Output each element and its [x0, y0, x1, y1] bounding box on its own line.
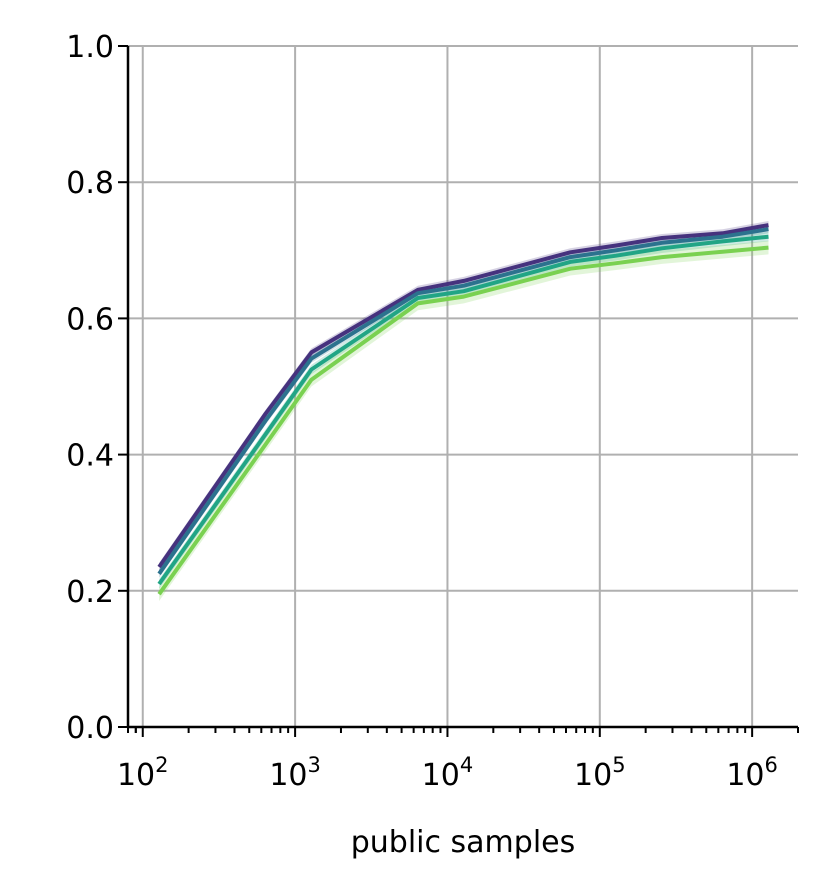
y-tick-label: 0.0: [66, 711, 114, 746]
series-2-line: [157, 227, 769, 575]
x-tick-labels: 102 103 104 105 106: [117, 753, 778, 793]
y-tick-label: 1.0: [66, 30, 114, 65]
x-axis-label: public samples: [351, 825, 576, 860]
series-1-band: [159, 221, 769, 572]
y-tick-label: 0.8: [66, 166, 114, 201]
x-tick-label: 102: [117, 753, 169, 793]
confidence-bands: [159, 221, 769, 602]
grid: [128, 45, 798, 728]
series-1-line: [157, 223, 769, 569]
y-tick-label: 0.2: [66, 575, 114, 610]
series-4-line: [157, 245, 769, 596]
series-lines: [157, 223, 769, 596]
y-tick-label: 0.6: [66, 302, 114, 337]
axes: [118, 45, 799, 737]
y-tick-label: 0.4: [66, 439, 114, 474]
y-tick-labels: 0.0 0.2 0.4 0.6 0.8 1.0: [66, 30, 114, 746]
x-tick-label: 106: [726, 753, 778, 793]
x-tick-label: 105: [574, 753, 626, 793]
series-3-line: [157, 234, 769, 586]
x-tick-label: 103: [269, 753, 321, 793]
x-tick-label: 104: [422, 753, 474, 793]
